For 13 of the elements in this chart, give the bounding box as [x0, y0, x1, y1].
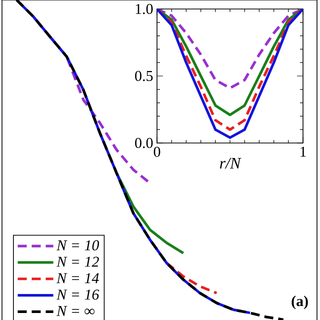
- legend-label: N = 16: [56, 290, 100, 300]
- y-tick-label: 1.0: [136, 4, 153, 14]
- legend-label: N = 12: [56, 256, 99, 267]
- legend-label: N = 14: [56, 273, 99, 284]
- y-tick-label: 0.5: [135, 70, 153, 82]
- legend-label: N = 10: [56, 240, 100, 250]
- x-tick-label: 0: [154, 146, 160, 157]
- x-tick-label: 1: [300, 146, 306, 157]
- legend-label: N = ∞: [56, 306, 94, 316]
- text: (a): [292, 296, 308, 310]
- y-tick-label: 0.0: [135, 138, 153, 148]
- x-axis-title: r/N: [220, 158, 242, 169]
- line-series: [157, 8, 304, 90]
